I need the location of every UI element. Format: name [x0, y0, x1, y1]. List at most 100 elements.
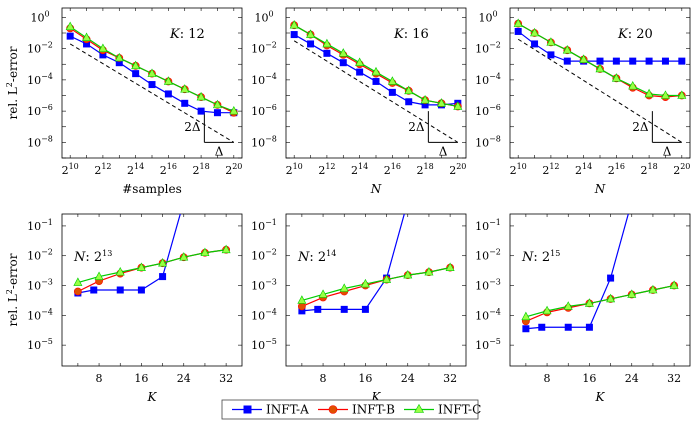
point-inft-c [648, 284, 658, 294]
point-inft-c [420, 95, 430, 104]
point-inft-c [453, 101, 463, 110]
point-inft-a [298, 307, 306, 315]
point-inft-c [579, 54, 589, 63]
panel-6: 10−5 10−4 10−3 10−2 10−1 8 16 24 32 K N: 215 [475, 213, 691, 404]
slope-label-horizontal: Δ [439, 144, 448, 158]
point-inft-c [115, 266, 125, 276]
series-line-inft-c [301, 267, 451, 302]
x-tick-label: 214 [127, 162, 144, 177]
x-axis-label: K [595, 390, 606, 404]
x-tick-label: 220 [225, 162, 242, 177]
y-tick-label: 10−8 [475, 134, 501, 149]
point-inft-a [314, 305, 322, 313]
legend: INFT-A INFT-B INFT-C [221, 399, 481, 420]
x-tick-label: 216 [160, 162, 177, 177]
point-inft-c [660, 90, 670, 99]
point-inft-a [197, 107, 205, 115]
point-inft-b [73, 287, 82, 296]
point-inft-c [94, 271, 104, 280]
point-inft-c [318, 289, 328, 298]
legend-marker-inft-b [328, 405, 338, 414]
point-inft-c [606, 293, 616, 303]
x-tick-label: 212 [318, 162, 335, 177]
y-tick-label: 10−3 [251, 278, 277, 293]
point-inft-c [627, 289, 637, 298]
point-inft-c [677, 90, 687, 99]
point-inft-c [147, 68, 157, 77]
x-tick-label: 32 [219, 372, 233, 385]
point-inft-c [542, 305, 552, 315]
x-tick-label: 210 [510, 162, 527, 177]
series-group [73, 214, 231, 297]
reference-line [69, 43, 235, 143]
point-inft-a [323, 49, 331, 57]
point-inft-a [531, 40, 539, 48]
x-tick-label: 24 [625, 372, 639, 385]
legend-label-inft-b: INFT-B [352, 403, 395, 417]
slope-label-vertical: 2Δ [184, 120, 201, 134]
point-inft-c [180, 84, 190, 93]
point-inft-a [356, 68, 364, 76]
y-tick-label: 10−5 [251, 337, 277, 352]
x-tick-label: 214 [351, 162, 368, 177]
panels: 100 10−2 10−4 10−6 10−8 210 212 214 216 218 220 #sa… [5, 7, 691, 404]
panel-annotation: N: 213 [73, 249, 112, 265]
point-inft-a [99, 51, 107, 59]
y-tick-label: 10−4 [27, 307, 53, 322]
y-tick-label: 100 [30, 9, 49, 24]
point-inft-c [179, 252, 189, 261]
slope-label-vertical: 2Δ [408, 120, 425, 134]
x-tick-label: 24 [177, 372, 191, 385]
x-axis-label: K [147, 390, 158, 404]
x-tick-label: 218 [640, 162, 657, 177]
point-inft-c [644, 88, 654, 98]
point-inft-c [136, 262, 146, 271]
y-tick-label: 10−3 [27, 278, 53, 293]
y-tick-label: 10−2 [27, 248, 53, 263]
point-inft-c [82, 32, 92, 41]
point-inft-c [562, 45, 572, 54]
y-tick-label: 10−4 [475, 307, 501, 322]
x-axis-label: K [371, 390, 382, 404]
point-inft-c [289, 20, 299, 29]
point-inft-a [164, 90, 172, 98]
x-tick-label: 210 [286, 162, 303, 177]
point-inft-c [114, 52, 124, 62]
point-inft-c [445, 262, 455, 271]
point-inft-a [339, 59, 347, 67]
point-inft-a [115, 59, 123, 67]
point-inft-c [212, 99, 222, 109]
point-inft-c [595, 63, 605, 73]
legend-box [221, 399, 479, 420]
plot-area [509, 213, 691, 367]
series-line-inft-c [77, 249, 227, 284]
point-inft-a [607, 274, 615, 282]
point-inft-c [530, 27, 540, 37]
y-tick-label: 10−2 [475, 41, 501, 56]
y-tick-label: 10−5 [475, 337, 501, 352]
y-tick-label: 10−1 [475, 218, 501, 233]
point-inft-c [382, 274, 392, 283]
point-inft-c [306, 29, 316, 38]
x-tick-label: 212 [542, 162, 559, 177]
x-tick-label: 32 [443, 372, 457, 385]
x-tick-label: 8 [544, 372, 551, 385]
y-tick-label: 10−2 [27, 41, 53, 56]
point-inft-c [611, 73, 621, 82]
point-inft-a [137, 286, 145, 294]
y-tick-label: 100 [254, 9, 273, 24]
plot-area [61, 213, 243, 367]
point-inft-c [546, 37, 556, 46]
y-tick-label: 10−5 [27, 337, 53, 352]
x-tick-label: 210 [62, 162, 79, 177]
point-inft-c [163, 76, 173, 85]
point-inft-a [522, 325, 530, 333]
panel-annotation: K: 12 [169, 27, 205, 42]
point-inft-a [372, 77, 380, 85]
legend-marker-inft-c [413, 403, 425, 413]
x-tick-label: 8 [320, 372, 327, 385]
slope-label-horizontal: Δ [663, 144, 672, 158]
point-inft-a [538, 323, 546, 331]
x-tick-label: 32 [667, 372, 681, 385]
